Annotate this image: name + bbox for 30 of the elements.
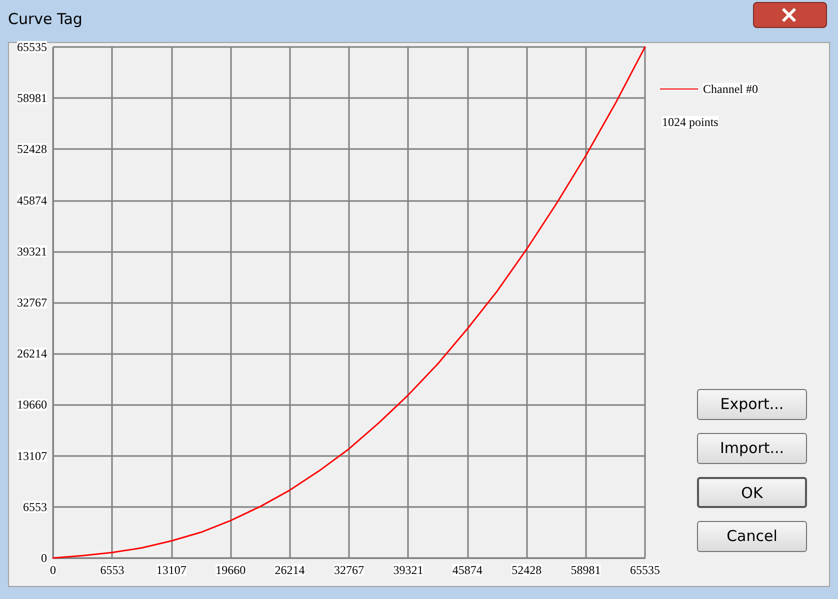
x-tick-label: 6553 <box>100 563 124 577</box>
line-series <box>52 46 646 559</box>
y-tick-label: 19660 <box>17 398 47 412</box>
y-tick-label: 65535 <box>17 40 47 54</box>
y-tick-label: 26214 <box>17 346 47 361</box>
x-tick-label: 45874 <box>452 563 482 577</box>
x-tick-label: 65535 <box>630 563 660 577</box>
x-tick-label: 52428 <box>512 563 542 577</box>
button: Import... <box>697 433 807 464</box>
y-tick-label: 52428 <box>17 142 47 156</box>
button: Export... <box>697 389 807 420</box>
x-tick-label: 39321 <box>393 563 424 577</box>
button: Cancel <box>697 521 807 552</box>
x-tick-label: 58981 <box>570 563 601 577</box>
text: 1024 points <box>662 115 719 129</box>
x-tick-label: 0 <box>50 563 56 577</box>
legend-label: Channel #0 <box>703 82 758 96</box>
chart-title: Curve Tag <box>8 10 82 28</box>
x-tick-label: 32767 <box>334 563 364 577</box>
y-tick-label: 6553 <box>23 500 47 514</box>
y-tick-label: 39321 <box>17 244 47 258</box>
y-tick-label: 32767 <box>17 296 47 310</box>
button: OK <box>697 477 807 508</box>
x-tick-label: 19660 <box>216 563 246 577</box>
x-tick-label: 13107 <box>156 563 186 577</box>
y-tick-label: 45874 <box>17 193 47 208</box>
y-tick-label: 0 <box>41 551 47 565</box>
x-tick-label: 26214 <box>274 563 305 577</box>
y-tick-label: 13107 <box>17 448 47 463</box>
y-tick-label: 58981 <box>17 91 47 106</box>
